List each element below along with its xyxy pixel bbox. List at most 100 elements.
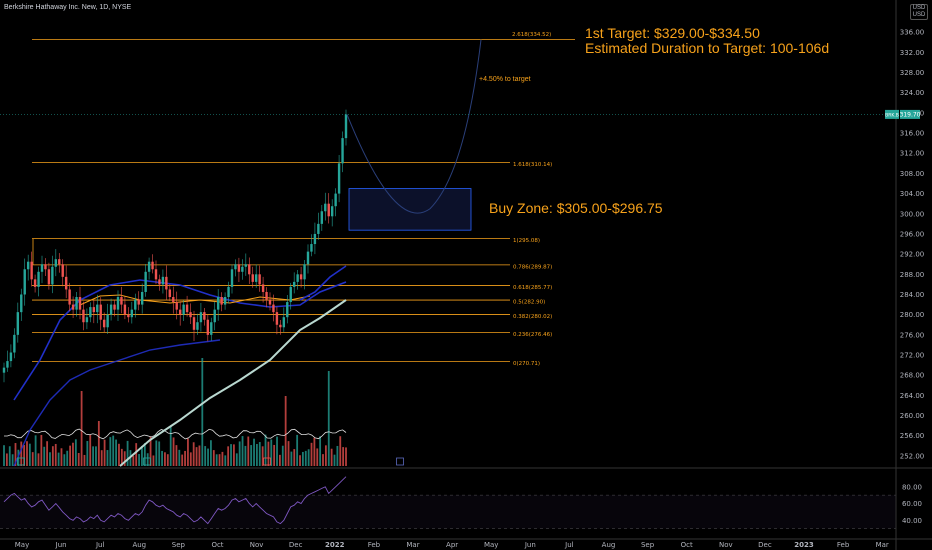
volume-bar xyxy=(135,443,138,466)
volume-bar xyxy=(138,454,140,466)
volume-bar xyxy=(178,449,181,466)
volume-bar xyxy=(316,448,319,466)
volume-bar xyxy=(155,440,158,466)
candle-body xyxy=(324,203,327,212)
volume-bar xyxy=(324,445,327,466)
candle-body xyxy=(33,279,37,287)
time-tick-label: Dec xyxy=(289,541,303,549)
candle-body xyxy=(244,264,248,267)
volume-bar xyxy=(11,454,14,466)
currency-selector[interactable]: USD USD xyxy=(910,4,928,20)
volume-bar xyxy=(307,449,310,466)
candle-body xyxy=(303,264,306,280)
volume-bar xyxy=(97,421,100,466)
volume-bar xyxy=(60,448,63,466)
volume-bar xyxy=(28,443,31,466)
rsi-line xyxy=(3,476,347,525)
candle-body xyxy=(279,324,282,328)
volume-bar xyxy=(37,453,40,466)
chart-title: Berkshire Hathaway Inc. New, 1D, NYSE xyxy=(4,4,132,11)
candle-body xyxy=(37,271,40,287)
candle-body xyxy=(258,274,261,285)
volume-bar xyxy=(51,446,54,466)
candle-body xyxy=(123,304,127,315)
fib-label: 0.618(285.77) xyxy=(513,285,552,291)
volume-bar xyxy=(221,451,224,466)
volume-bar xyxy=(304,450,307,466)
volume-bar xyxy=(69,445,72,466)
candle-body xyxy=(99,304,102,320)
candle-body xyxy=(203,312,206,320)
rsi-tick-label: 60.00 xyxy=(902,500,922,508)
candle-body xyxy=(20,294,23,313)
volume-bar xyxy=(149,436,152,466)
candle-body xyxy=(96,304,99,313)
volume-bar xyxy=(267,441,270,466)
volume-bar xyxy=(310,442,313,466)
volume-bar xyxy=(256,444,258,466)
symbol-badge-label: BRK.B xyxy=(885,112,899,118)
zones xyxy=(348,188,472,231)
candle-body xyxy=(175,302,178,310)
volume-bar xyxy=(143,443,146,466)
volume-bar xyxy=(141,445,143,466)
candle-body xyxy=(296,274,299,282)
volume-bar xyxy=(215,454,218,466)
volume-bar xyxy=(100,450,103,466)
candle-body xyxy=(286,302,289,318)
volume-bar xyxy=(172,437,175,466)
volume-bar xyxy=(241,436,244,466)
rsi-tick-label: 80.00 xyxy=(902,483,922,491)
candle-body xyxy=(58,259,61,265)
candle-body xyxy=(289,286,292,303)
volume-bar xyxy=(126,440,129,466)
candle-body xyxy=(113,304,116,310)
ma-lower-line xyxy=(13,339,221,467)
volume-bar xyxy=(146,453,149,466)
volume-bar xyxy=(276,436,278,466)
rsi-tick-label: 40.00 xyxy=(902,517,922,525)
candle-body xyxy=(40,264,44,272)
time-tick-label: Feb xyxy=(837,541,850,549)
candle-body xyxy=(106,314,109,328)
volume-bar xyxy=(261,446,264,466)
candle-body xyxy=(82,309,85,323)
volume-bar xyxy=(284,396,287,466)
candle-body xyxy=(306,251,310,265)
candle-body xyxy=(9,352,13,362)
price-tick-label: 336.00 xyxy=(900,29,925,37)
candle-body xyxy=(182,304,185,315)
candle-body xyxy=(47,269,51,285)
candlesticks xyxy=(2,109,348,383)
volume-bar xyxy=(83,454,86,466)
candle-body xyxy=(89,307,92,318)
volume-bar xyxy=(301,451,304,466)
ma-orange-line xyxy=(79,294,311,306)
volume-bar xyxy=(74,439,77,466)
volume-bar xyxy=(187,438,189,466)
event-marker xyxy=(143,457,151,466)
candle-body xyxy=(30,261,33,280)
candle-body xyxy=(54,259,58,267)
candle-body xyxy=(230,269,234,287)
volume-bar xyxy=(264,434,267,466)
time-tick-label: Jul xyxy=(564,541,574,549)
volume-bar xyxy=(80,391,83,466)
ma-short-line xyxy=(299,265,347,301)
volume-bar xyxy=(330,448,333,466)
candle-body xyxy=(210,322,213,335)
volume-bar xyxy=(72,442,74,466)
price-tick-label: 316.00 xyxy=(900,130,925,138)
candle-body xyxy=(26,261,30,270)
volume-bars xyxy=(3,358,347,466)
time-tick-label: Aug xyxy=(602,541,616,549)
time-axis[interactable]: May Jun Jul Aug Sep Oct Nov Dec 2022 Feb Mar Apr May… xyxy=(15,457,889,549)
candle-body xyxy=(317,223,320,234)
price-tick-label: 296.00 xyxy=(900,230,925,238)
volume-bar xyxy=(258,442,261,466)
volume-bar xyxy=(86,441,89,466)
price-badge xyxy=(900,109,920,119)
fib-label: 0(270.71) xyxy=(513,361,540,367)
